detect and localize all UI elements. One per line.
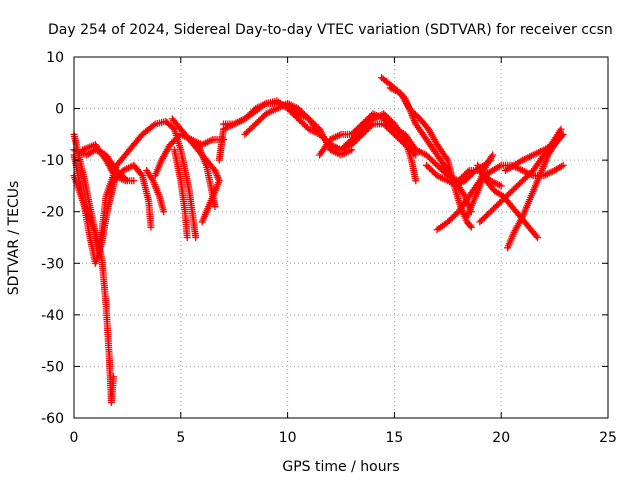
y-tick-label: -30 — [41, 256, 64, 272]
y-tick-label: 10 — [46, 50, 64, 66]
y-tick-label: -10 — [41, 153, 64, 169]
data-series — [70, 74, 567, 407]
series-arc-9 — [170, 146, 191, 241]
x-tick-label: 15 — [385, 430, 403, 446]
x-tick-label: 10 — [279, 430, 297, 446]
grid — [74, 57, 608, 418]
data-point — [412, 177, 420, 185]
data-point — [130, 177, 138, 185]
plot-frame — [73, 56, 609, 419]
series-arc-13 — [241, 99, 356, 159]
data-point — [485, 157, 493, 165]
data-point — [198, 218, 206, 226]
chart-title: Day 254 of 2024, Sidereal Day-to-day VTE… — [48, 22, 613, 38]
series-arc-24 — [501, 130, 567, 174]
data-point — [192, 234, 200, 241]
data-point — [147, 223, 155, 231]
y-tick-label: -60 — [41, 411, 64, 427]
series-arc-10 — [168, 115, 223, 226]
y-axis-label: SDTVAR / TECUs — [6, 181, 22, 296]
y-tick-label: -40 — [41, 308, 64, 324]
data-point — [559, 130, 567, 138]
y-tick-label: -50 — [41, 359, 64, 375]
data-point — [487, 156, 495, 164]
x-axis-label: GPS time / hours — [282, 459, 399, 475]
x-tick-label: 25 — [599, 430, 617, 446]
data-point — [558, 132, 566, 140]
data-point — [121, 177, 129, 185]
data-point — [532, 232, 540, 240]
data-point — [160, 208, 168, 216]
data-point — [466, 222, 474, 230]
data-point — [348, 146, 356, 154]
series-arc-7 — [143, 166, 168, 216]
series-arc-5 — [79, 141, 129, 185]
data-point — [534, 234, 542, 241]
data-point — [489, 151, 497, 159]
series-arc-12 — [220, 97, 420, 159]
y-tick-label: 0 — [55, 102, 64, 118]
data-point — [110, 373, 118, 381]
y-tick-label: -20 — [41, 205, 64, 221]
x-tick-label: 0 — [70, 430, 79, 446]
data-point — [211, 203, 219, 211]
series-arc-16 — [386, 84, 475, 231]
x-tick-label: 20 — [492, 430, 510, 446]
series-arc-3 — [70, 117, 200, 257]
x-tick-label: 5 — [176, 430, 185, 446]
data-point — [559, 161, 567, 169]
data-point — [150, 121, 158, 129]
axis-ticks: 0 5 10 15 20 25 -60 -50 -40 -30 -20 -10 0 10 — [41, 50, 617, 446]
series-arc-14 — [316, 110, 505, 190]
series-arc-11 — [215, 99, 420, 185]
data-point — [497, 182, 505, 190]
data-point — [467, 223, 475, 231]
data-point — [368, 122, 376, 130]
data-point — [183, 234, 191, 241]
